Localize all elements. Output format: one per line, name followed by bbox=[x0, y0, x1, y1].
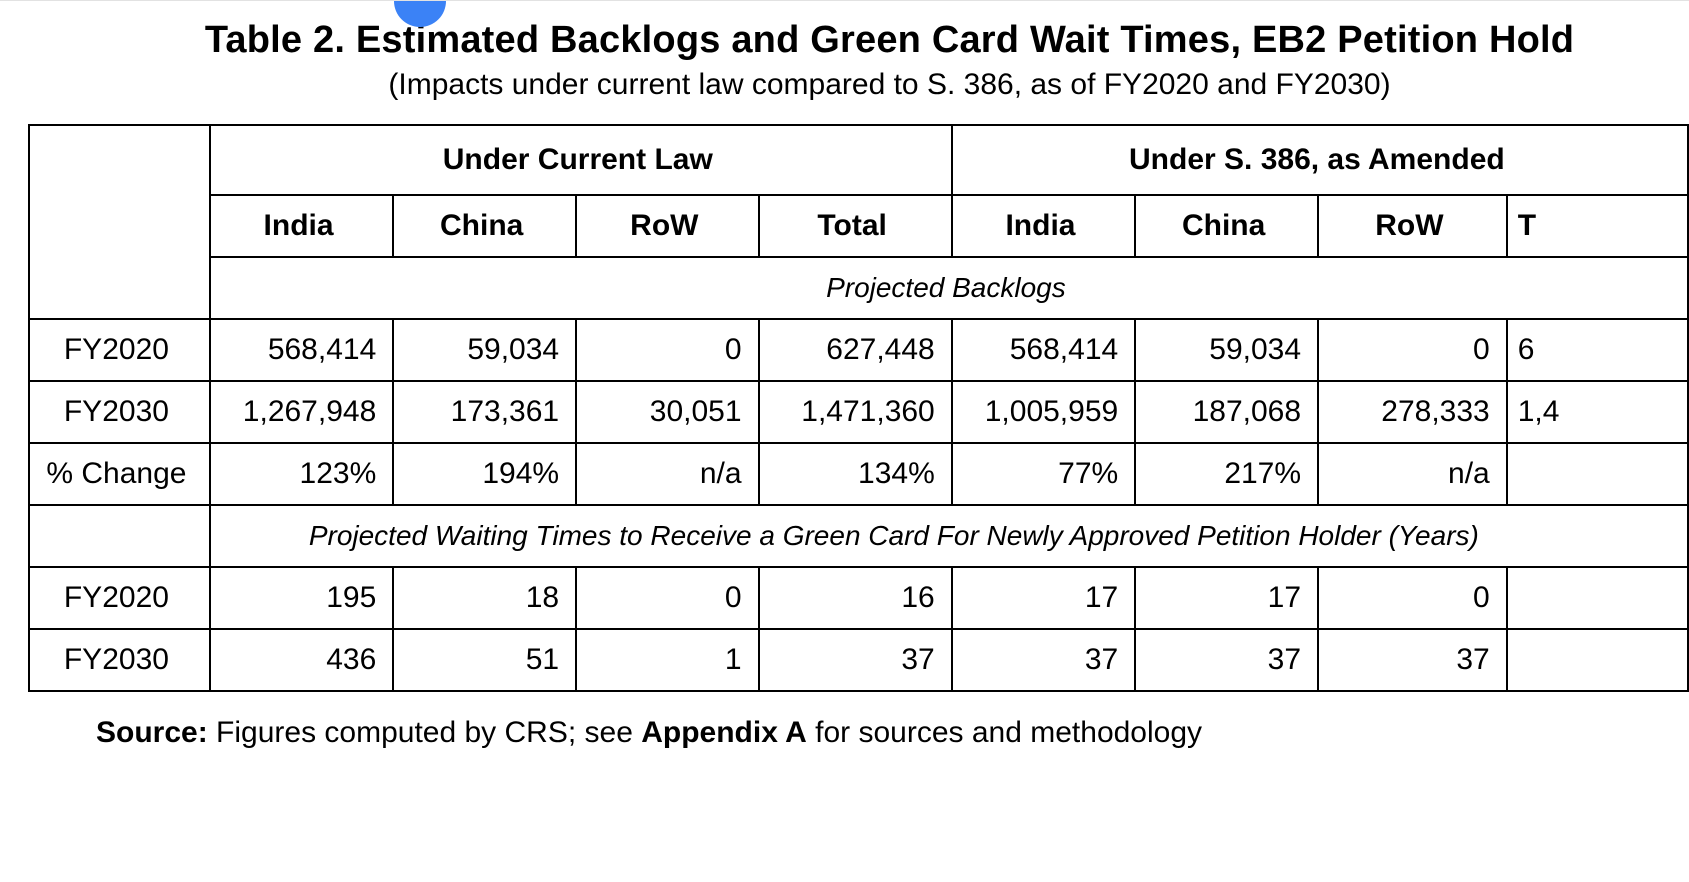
group-header-row: Under Current Law Under S. 386, as Amend… bbox=[29, 125, 1688, 195]
cell-truncated bbox=[1507, 629, 1688, 691]
cell: 17 bbox=[952, 567, 1135, 629]
cell: 123% bbox=[210, 443, 393, 505]
source-text-after: for sources and methodology bbox=[807, 716, 1202, 749]
cell: 0 bbox=[576, 319, 758, 381]
row-label: FY2020 bbox=[29, 567, 210, 629]
cell: 194% bbox=[393, 443, 576, 505]
row-label: FY2030 bbox=[29, 629, 210, 691]
cell: n/a bbox=[576, 443, 758, 505]
cell-truncated bbox=[1507, 567, 1688, 629]
cell: 17 bbox=[1135, 567, 1318, 629]
section-header-row: Projected Waiting Times to Receive a Gre… bbox=[29, 505, 1688, 567]
table-row: % Change 123% 194% n/a 134% 77% 217% n/a bbox=[29, 443, 1688, 505]
col-header: RoW bbox=[576, 195, 758, 257]
col-header: Total bbox=[759, 195, 952, 257]
corner-cell bbox=[29, 125, 210, 195]
section-header-row: Projected Backlogs bbox=[29, 257, 1688, 319]
cell: 1,267,948 bbox=[210, 381, 393, 443]
cell: 77% bbox=[952, 443, 1135, 505]
table-row: FY2030 436 51 1 37 37 37 37 bbox=[29, 629, 1688, 691]
section-header-waiting: Projected Waiting Times to Receive a Gre… bbox=[210, 505, 1688, 567]
column-header-row: India China RoW Total India China RoW T bbox=[29, 195, 1688, 257]
corner-cell bbox=[29, 195, 210, 257]
source-note: Source: Figures computed by CRS; see App… bbox=[96, 716, 1689, 750]
group-header-left: Under Current Law bbox=[210, 125, 952, 195]
cell: 173,361 bbox=[393, 381, 576, 443]
cell: 0 bbox=[1318, 567, 1507, 629]
cell-truncated: 1,4 bbox=[1507, 381, 1688, 443]
section-header-backlogs: Projected Backlogs bbox=[210, 257, 1688, 319]
col-header: RoW bbox=[1318, 195, 1507, 257]
cell: 627,448 bbox=[759, 319, 952, 381]
cell: 1,471,360 bbox=[759, 381, 952, 443]
cell-truncated bbox=[1507, 443, 1688, 505]
col-header-truncated: T bbox=[1507, 195, 1688, 257]
data-table: Under Current Law Under S. 386, as Amend… bbox=[28, 124, 1689, 692]
cell: 37 bbox=[952, 629, 1135, 691]
cell: 217% bbox=[1135, 443, 1318, 505]
col-header: India bbox=[210, 195, 393, 257]
cell: 59,034 bbox=[393, 319, 576, 381]
corner-cell bbox=[29, 257, 210, 319]
row-label: FY2030 bbox=[29, 381, 210, 443]
corner-cell bbox=[29, 505, 210, 567]
cell: 51 bbox=[393, 629, 576, 691]
source-text: Figures computed by CRS; see bbox=[208, 716, 642, 749]
col-header: China bbox=[393, 195, 576, 257]
col-header: China bbox=[1135, 195, 1318, 257]
cell: 0 bbox=[1318, 319, 1507, 381]
cell-truncated: 6 bbox=[1507, 319, 1688, 381]
cell: 59,034 bbox=[1135, 319, 1318, 381]
table-title: Table 2. Estimated Backlogs and Green Ca… bbox=[0, 19, 1689, 62]
cell: 0 bbox=[576, 567, 758, 629]
cell: 568,414 bbox=[952, 319, 1135, 381]
cell: 30,051 bbox=[576, 381, 758, 443]
table-row: FY2030 1,267,948 173,361 30,051 1,471,36… bbox=[29, 381, 1688, 443]
row-label: FY2020 bbox=[29, 319, 210, 381]
cell: 1,005,959 bbox=[952, 381, 1135, 443]
cell: 1 bbox=[576, 629, 758, 691]
table-subtitle: (Impacts under current law compared to S… bbox=[0, 68, 1689, 102]
table-row: FY2020 568,414 59,034 0 627,448 568,414 … bbox=[29, 319, 1688, 381]
cell: 16 bbox=[759, 567, 952, 629]
source-label: Source: bbox=[96, 716, 208, 749]
cell: 187,068 bbox=[1135, 381, 1318, 443]
source-appendix: Appendix A bbox=[641, 716, 807, 749]
table-row: FY2020 195 18 0 16 17 17 0 bbox=[29, 567, 1688, 629]
cell: 37 bbox=[1135, 629, 1318, 691]
table-block: Table 2. Estimated Backlogs and Green Ca… bbox=[0, 1, 1689, 750]
cell: 134% bbox=[759, 443, 952, 505]
cell: n/a bbox=[1318, 443, 1507, 505]
cell: 18 bbox=[393, 567, 576, 629]
cell: 37 bbox=[759, 629, 952, 691]
group-header-right: Under S. 386, as Amended bbox=[952, 125, 1688, 195]
row-label: % Change bbox=[29, 443, 210, 505]
cell: 195 bbox=[210, 567, 393, 629]
cell: 278,333 bbox=[1318, 381, 1507, 443]
cell: 568,414 bbox=[210, 319, 393, 381]
document-page: Table 2. Estimated Backlogs and Green Ca… bbox=[0, 0, 1689, 882]
cell: 37 bbox=[1318, 629, 1507, 691]
col-header: India bbox=[952, 195, 1135, 257]
cell: 436 bbox=[210, 629, 393, 691]
